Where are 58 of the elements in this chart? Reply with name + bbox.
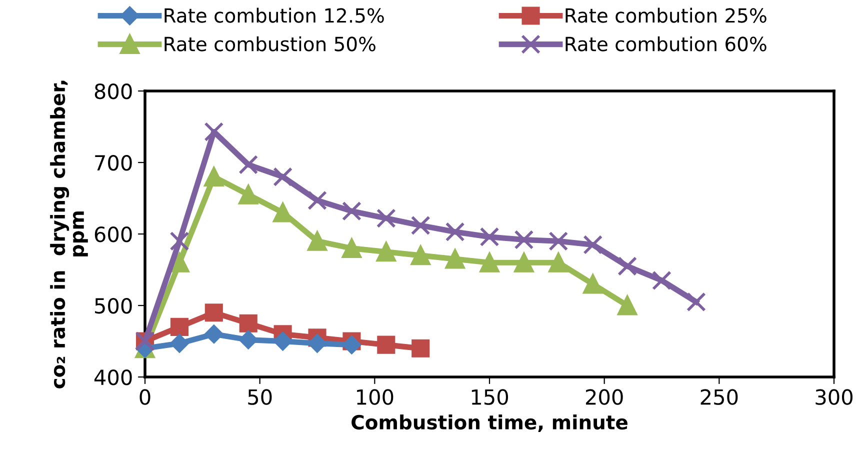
- y-tick-label: 700: [95, 154, 132, 171]
- point: [239, 330, 258, 350]
- point: [170, 318, 188, 336]
- point: [170, 231, 190, 251]
- point: [376, 242, 396, 262]
- x-tick-label: 200: [586, 389, 623, 405]
- point: [412, 339, 430, 358]
- point: [548, 252, 568, 272]
- x-axis-title: Combustion time, minute: [352, 414, 628, 432]
- legend-label: Rate combustion 50%: [164, 36, 376, 52]
- point: [514, 252, 534, 272]
- point: [238, 154, 258, 174]
- legend-label: Rate combution 60%: [566, 36, 766, 52]
- point: [342, 238, 362, 258]
- point: [204, 167, 224, 187]
- point: [514, 230, 534, 250]
- legend-label: Rate combution 25%: [566, 8, 766, 23]
- point: [652, 270, 672, 290]
- point: [273, 167, 293, 187]
- x-tick-label: 100: [357, 389, 394, 405]
- legend-label: Rate combution 12.5%: [164, 8, 384, 23]
- y-tick-label: 400: [94, 369, 132, 386]
- point: [308, 190, 327, 210]
- point: [583, 235, 603, 254]
- point: [686, 292, 706, 312]
- point: [170, 252, 190, 272]
- point: [445, 222, 465, 242]
- point: [308, 334, 326, 353]
- x-tick-label: 50: [248, 389, 272, 405]
- y-tick-label: 600: [94, 226, 132, 242]
- point: [342, 336, 361, 354]
- y-tick-label: 800: [94, 83, 132, 100]
- y-tick-label: 500: [95, 298, 132, 314]
- x-tick-label: 300: [816, 389, 852, 405]
- x-tick-label: 250: [700, 389, 738, 405]
- point: [274, 332, 292, 350]
- point: [480, 227, 500, 247]
- x-tick-label: 150: [472, 389, 508, 405]
- point: [445, 249, 465, 269]
- point: [410, 246, 430, 266]
- x-tick-label: 0: [140, 389, 150, 405]
- point: [308, 231, 327, 251]
- point: [480, 252, 500, 272]
- point: [342, 201, 362, 221]
- point: [410, 216, 430, 236]
- point: [239, 314, 258, 332]
- point: [618, 256, 638, 276]
- y-axis-title: co₂ ratio in drying chamber, ppm: [50, 80, 88, 388]
- point: [618, 296, 638, 316]
- point: [204, 304, 223, 322]
- point: [238, 184, 258, 204]
- point: [170, 334, 189, 353]
- point: [377, 336, 396, 354]
- point: [204, 324, 224, 344]
- point: [583, 274, 603, 294]
- point: [548, 231, 568, 251]
- point: [376, 208, 396, 228]
- point: [204, 122, 224, 142]
